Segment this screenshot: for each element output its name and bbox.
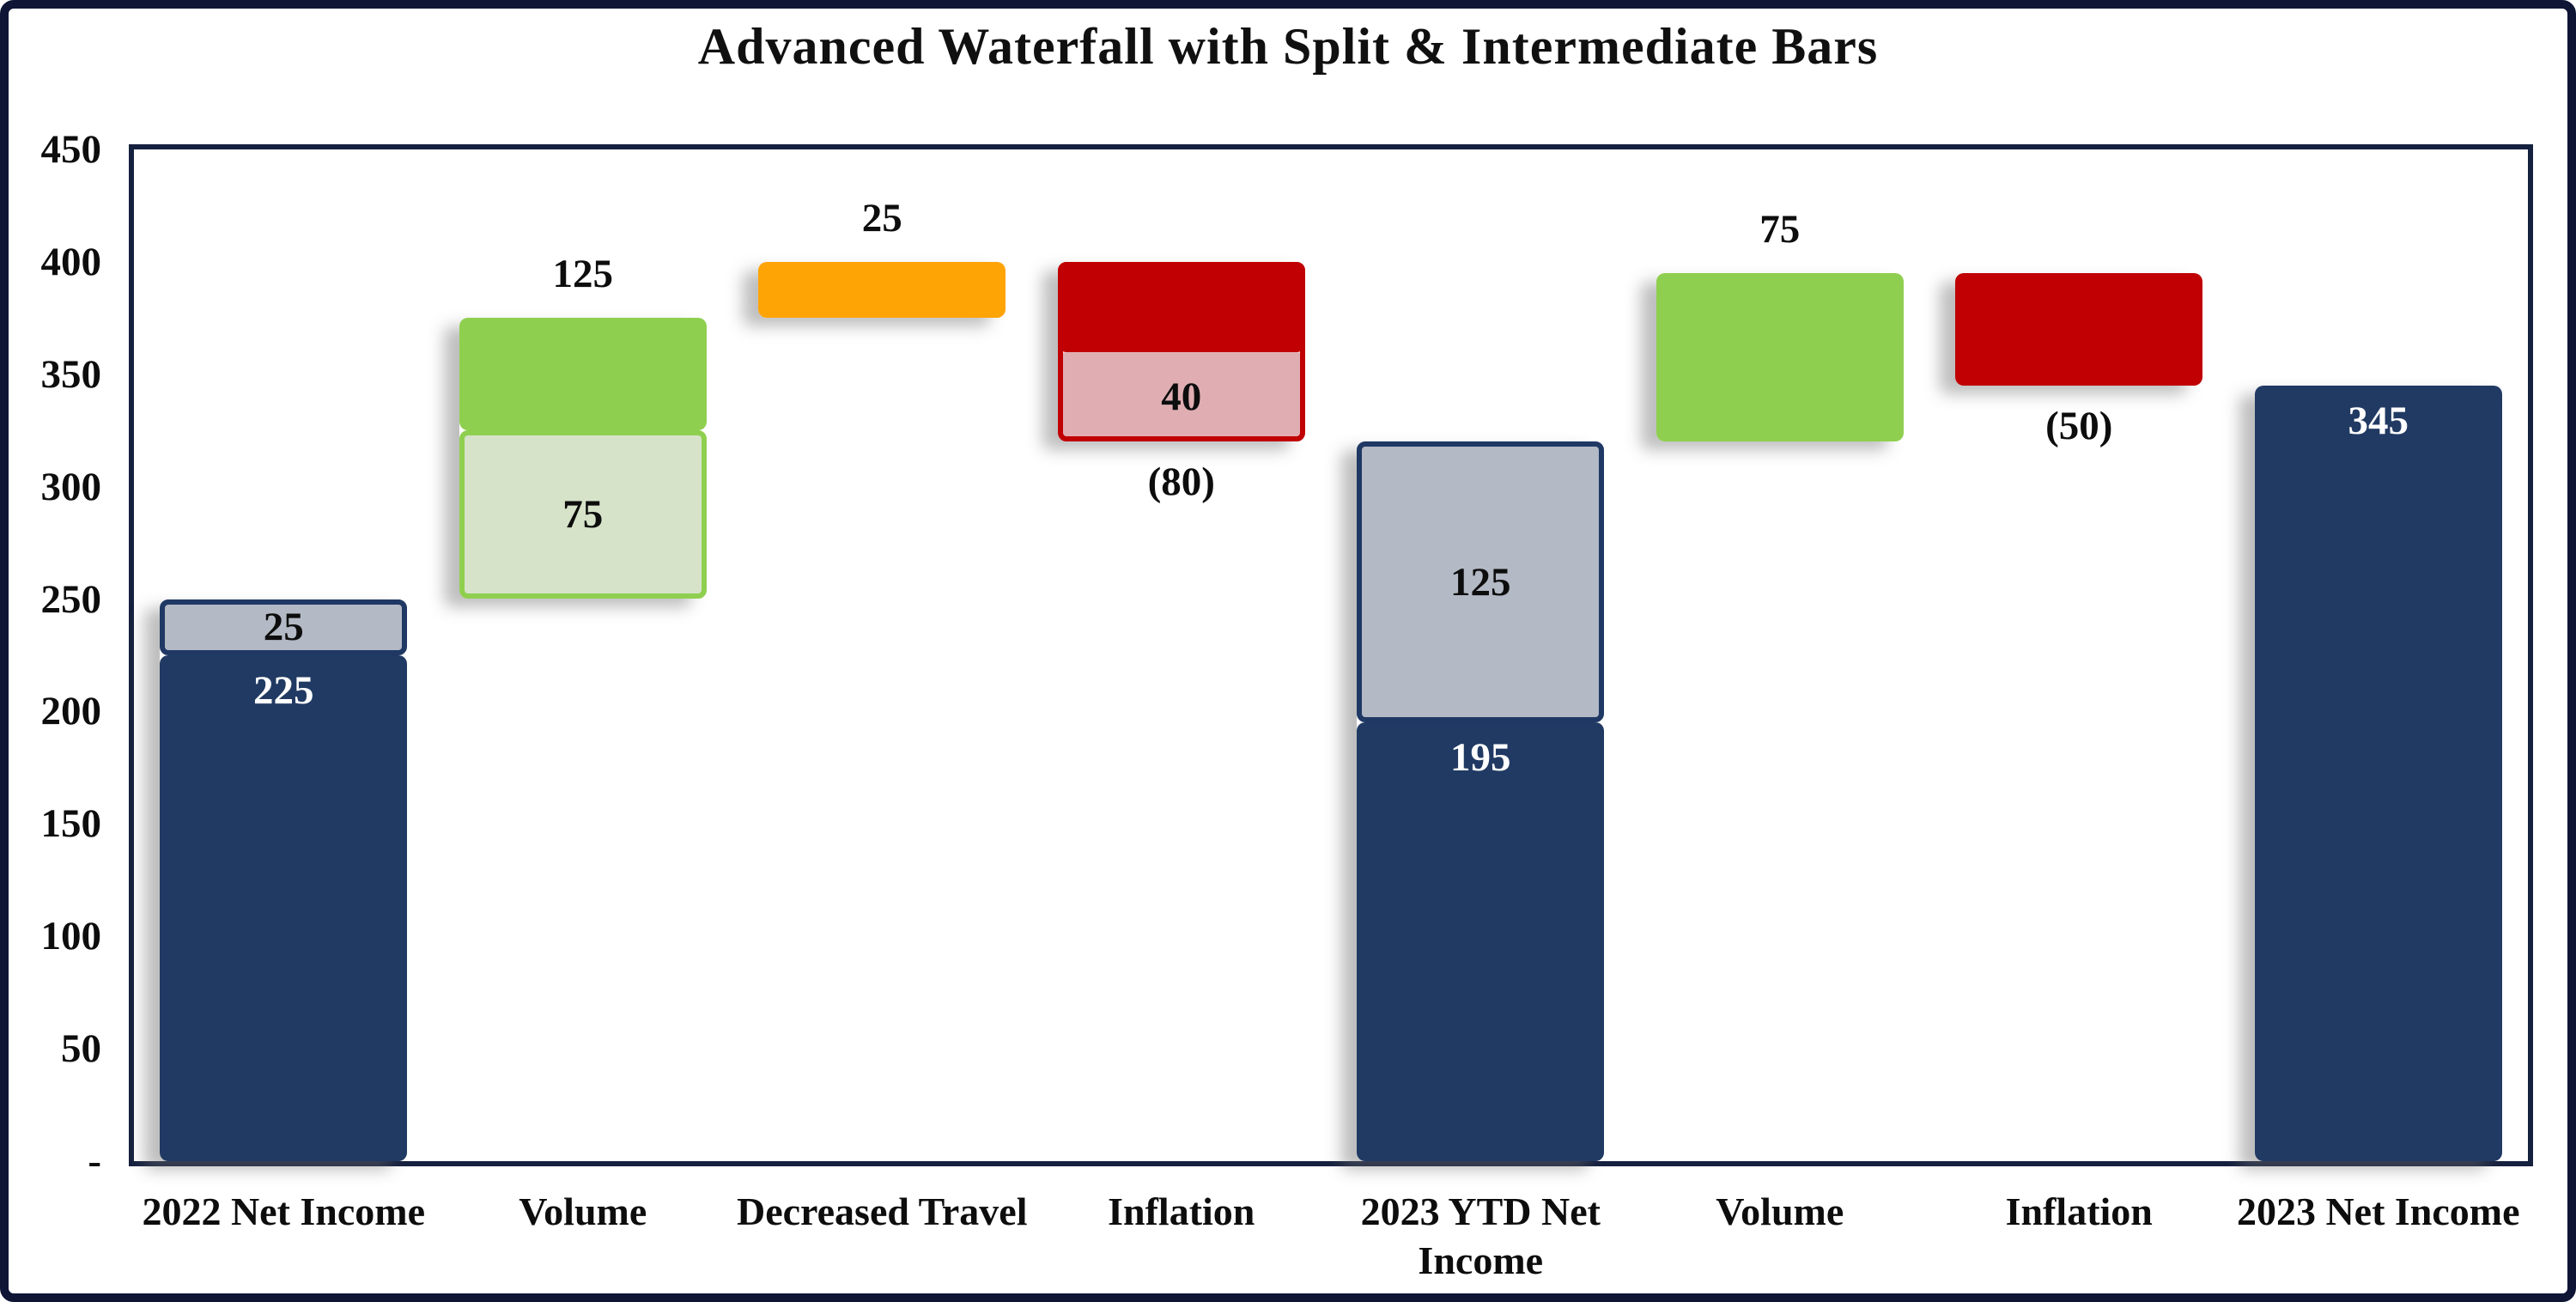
y-tick-150: 150 [40, 801, 102, 847]
bar-inflation [1955, 273, 2203, 386]
plot-area: 25 225 75 125 25 40 (80) 125 195 75 (50) 345 [129, 144, 2533, 1166]
segment-value-label: 25 [263, 605, 304, 650]
x-label-inflation: Inflation [1108, 1189, 1255, 1233]
bar-total-label: 25 [861, 195, 902, 240]
y-tick-250: 250 [40, 576, 102, 622]
bar-2022-net-income: 25 225 [160, 599, 408, 1161]
bar-segment-navy [1357, 722, 1605, 1161]
bar-segment-navy [2254, 385, 2502, 1161]
x-label-volume: Volume [519, 1189, 647, 1233]
x-label-decreased-travel: Decreased Travel [736, 1189, 1028, 1233]
bar-2023-ytd-net-income: 125 195 [1357, 441, 1605, 1161]
bar-total-label: (50) [2045, 403, 2113, 448]
x-label-volume: Volume [1716, 1189, 1844, 1233]
segment-value-label: 345 [2348, 398, 2409, 443]
bar-segment-gray [160, 599, 408, 655]
y-tick-350: 350 [40, 351, 102, 397]
segment-value-label: 40 [1161, 374, 1202, 419]
bar-segment-green [1656, 273, 1904, 442]
bar-inflation: 40 [1057, 261, 1305, 442]
bar-segment-orange [758, 261, 1006, 319]
bar-volume: 75 [459, 318, 707, 599]
bar-segment-red [1955, 273, 2203, 386]
bar-segment-navy [160, 654, 408, 1161]
chart-title: Advanced Waterfall with Split & Intermed… [697, 18, 1879, 75]
segment-value-label: 225 [253, 667, 314, 713]
y-tick-50: 50 [61, 1026, 101, 1072]
x-label-inflation: Inflation [2005, 1189, 2153, 1233]
bar-segment-pink [1057, 351, 1305, 442]
y-tick-300: 300 [40, 464, 102, 509]
bar-total-label: 125 [552, 252, 614, 297]
plot-canvas: 25 225 75 125 25 40 (80) 125 195 75 (50) 345 [134, 149, 2528, 1161]
segment-value-label: 195 [1450, 735, 1511, 781]
x-label-2022-net-income: 2022 Net Income [142, 1189, 426, 1233]
x-label-2023-net-income: 2023 Net Income [2236, 1189, 2520, 1233]
bar-total-label: 75 [1759, 207, 1801, 252]
bar-total-label: (80) [1147, 459, 1215, 505]
y-tick-100: 100 [40, 914, 102, 959]
y-tick-zero: - [88, 1139, 101, 1183]
segment-value-label: 75 [562, 492, 604, 538]
y-tick-200: 200 [40, 689, 102, 734]
y-tick-400: 400 [40, 239, 102, 284]
bar-2023-net-income: 345 [2254, 385, 2502, 1161]
bar-volume [1656, 273, 1904, 442]
bar-segment-light-green [459, 430, 707, 599]
y-tick-450: 450 [40, 127, 102, 172]
bar-segment-green [459, 318, 707, 431]
x-label-2023-ytd-net-income: 2023 YTD Net Income [1360, 1189, 1601, 1282]
segment-value-label: 125 [1450, 559, 1511, 605]
bar-segment-gray [1357, 441, 1605, 723]
bar-segment-red [1057, 261, 1305, 352]
bar-decreased-travel [758, 261, 1006, 319]
